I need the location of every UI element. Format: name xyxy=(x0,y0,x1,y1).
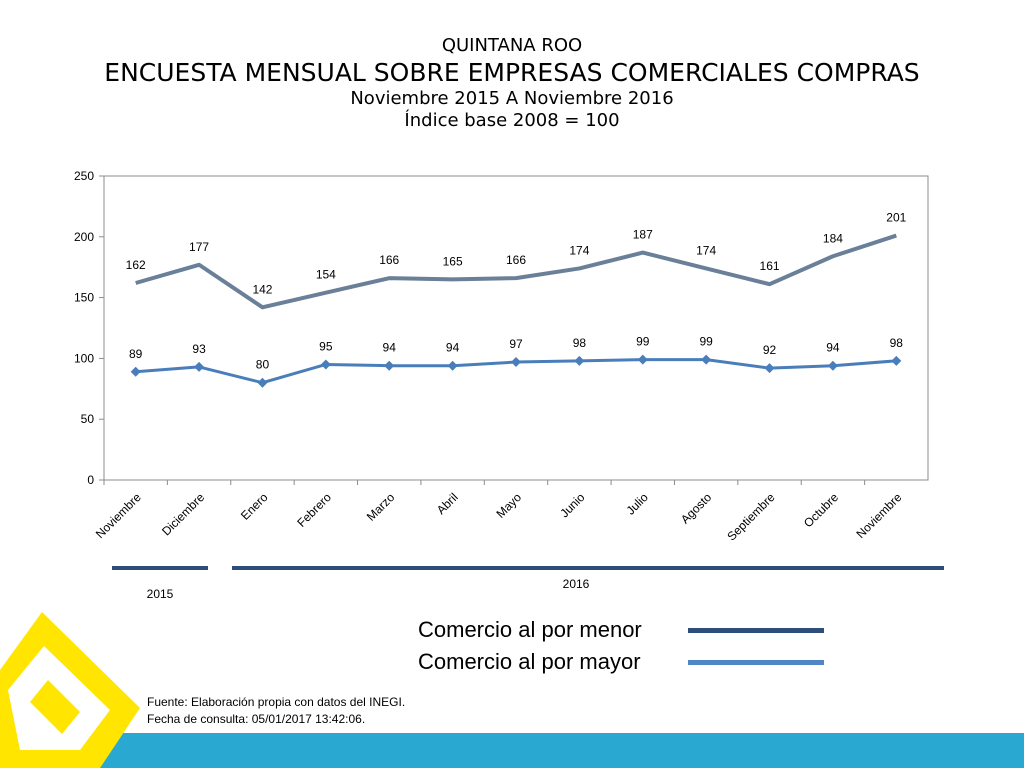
y-tick-label: 150 xyxy=(74,291,94,305)
y-tick-label: 100 xyxy=(74,351,94,365)
data-point-marker xyxy=(827,360,838,371)
y-tick-label: 50 xyxy=(81,412,95,426)
data-label: 174 xyxy=(569,243,589,257)
data-label: 94 xyxy=(383,341,397,355)
data-label: 93 xyxy=(192,342,206,356)
data-point-marker xyxy=(764,363,775,374)
data-label: 92 xyxy=(763,343,777,357)
data-label: 142 xyxy=(252,282,272,296)
yellow-diamond-logo-icon xyxy=(0,612,140,768)
data-label: 98 xyxy=(573,336,587,350)
data-label: 99 xyxy=(636,335,650,349)
data-point-marker xyxy=(130,366,141,377)
data-label: 165 xyxy=(443,254,463,268)
data-label: 95 xyxy=(319,339,333,353)
period-subtitle: Noviembre 2015 A Noviembre 2016 xyxy=(350,88,674,109)
data-label: 201 xyxy=(886,211,906,225)
data-label: 187 xyxy=(633,228,653,242)
data-label: 89 xyxy=(129,347,143,361)
legend-label-menor: Comercio al por menor xyxy=(418,617,642,642)
data-point-marker xyxy=(891,355,902,366)
data-point-marker xyxy=(320,359,331,370)
y-tick-label: 0 xyxy=(87,473,94,487)
x-tick-label: Febrero xyxy=(294,490,334,530)
year-label-2016: 2016 xyxy=(563,577,590,591)
y-tick-label: 250 xyxy=(74,169,94,183)
data-label: 98 xyxy=(890,336,904,350)
data-label: 97 xyxy=(509,337,523,351)
data-point-marker xyxy=(194,361,205,372)
data-label: 184 xyxy=(823,231,843,245)
x-tick-label: Enero xyxy=(238,490,271,523)
plot-frame xyxy=(103,175,929,481)
x-tick-label: Agosto xyxy=(678,490,715,527)
x-tick-label: Mayo xyxy=(493,490,524,521)
x-tick-label: Diciembre xyxy=(159,490,207,538)
line-chart: 0 50 100 150 200 250 Noviembre Diciembre Enero Fe… xyxy=(74,169,944,601)
series-line-menor xyxy=(135,233,897,310)
x-tick-label: Noviembre xyxy=(93,490,144,541)
x-tick-label: Marzo xyxy=(364,490,398,524)
data-label: 94 xyxy=(826,341,840,355)
year-label-2015: 2015 xyxy=(147,587,174,601)
data-label: 94 xyxy=(446,341,460,355)
data-label: 177 xyxy=(189,240,209,254)
x-tick-label: Abril xyxy=(434,490,461,517)
legend-item-menor: Comercio al por menor xyxy=(418,615,838,647)
x-tick-label: Junio xyxy=(557,490,587,520)
data-label: 154 xyxy=(316,268,336,282)
survey-title: ENCUESTA MENSUAL SOBRE EMPRESAS COMERCIA… xyxy=(104,58,920,87)
data-label: 99 xyxy=(699,335,713,349)
legend-swatch-mayor xyxy=(688,660,824,665)
y-tick-label: 200 xyxy=(74,230,94,244)
data-label: 161 xyxy=(760,259,780,273)
index-base-subtitle: Índice base 2008 = 100 xyxy=(404,110,620,131)
data-point-marker xyxy=(511,357,521,368)
data-point-marker xyxy=(574,355,585,366)
footer-band xyxy=(0,733,1024,768)
data-point-marker xyxy=(447,360,458,371)
chart-title-block: QUINTANA ROO ENCUESTA MENSUAL SOBRE EMPR… xyxy=(0,34,1024,132)
data-label: 80 xyxy=(256,358,270,372)
x-tick-label: Julio xyxy=(624,490,652,518)
region-title: QUINTANA ROO xyxy=(441,35,583,56)
legend-label-mayor: Comercio al por mayor xyxy=(418,649,641,674)
data-point-marker xyxy=(257,377,268,388)
data-label: 166 xyxy=(506,253,526,267)
x-tick-label: Noviembre xyxy=(853,490,904,541)
data-point-marker xyxy=(637,354,648,365)
data-label: 174 xyxy=(696,243,716,257)
legend-item-mayor: Comercio al por mayor xyxy=(418,647,838,679)
x-tick-label: Octubre xyxy=(801,490,841,530)
data-label: 166 xyxy=(379,253,399,267)
consult-date-line: Fecha de consulta: 05/01/2017 13:42:06. xyxy=(147,712,366,726)
legend-swatch-menor xyxy=(688,628,824,633)
source-note: Fuente: Elaboración propia con datos del… xyxy=(147,694,405,728)
x-tick-label: Septiembre xyxy=(724,490,778,544)
data-point-marker xyxy=(384,360,395,371)
source-line: Fuente: Elaboración propia con datos del… xyxy=(147,695,406,709)
data-label: 162 xyxy=(126,258,146,272)
data-point-marker xyxy=(701,354,712,365)
